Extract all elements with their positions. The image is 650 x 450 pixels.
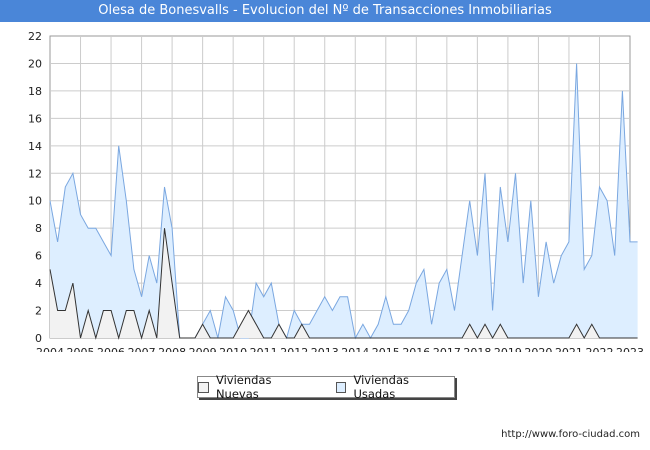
chart-title: Olesa de Bonesvalls - Evolucion del Nº d…: [0, 0, 650, 22]
x-tick-label: 2007: [128, 346, 156, 352]
x-tick-label: 2006: [97, 346, 125, 352]
x-tick-label: 2021: [555, 346, 583, 352]
series-nuevas-area: [50, 228, 638, 338]
x-tick-label: 2014: [341, 346, 369, 352]
y-tick-label: 8: [35, 222, 42, 235]
x-tick-label: 2018: [463, 346, 491, 352]
x-tick-label: 2015: [372, 346, 400, 352]
legend-label-usadas: Viviendas Usadas: [353, 373, 409, 401]
y-tick-label: 16: [28, 112, 42, 125]
series-nuevas-line: [49, 228, 638, 340]
x-tick-label: 2013: [311, 346, 339, 352]
y-tick-label: 4: [35, 277, 42, 290]
legend-item-nuevas: Viviendas Nuevas: [198, 373, 318, 401]
x-tick-label: 2016: [402, 346, 430, 352]
y-tick-label: 18: [28, 85, 42, 98]
y-tick-label: 12: [28, 167, 42, 180]
y-tick-label: 10: [28, 195, 42, 208]
y-tick-label: 6: [35, 250, 42, 263]
x-tick-label: 2017: [433, 346, 461, 352]
footer-url: http://www.foro-ciudad.com: [501, 429, 640, 440]
x-tick-label: 2009: [189, 346, 217, 352]
legend-item-usadas: Viviendas Usadas: [335, 373, 455, 401]
x-tick-label: 2005: [67, 346, 95, 352]
y-tick-label: 2: [35, 305, 42, 318]
legend-swatch-nuevas: [198, 381, 209, 393]
y-tick-label: 14: [28, 140, 42, 153]
y-tick-label: 22: [28, 30, 42, 43]
x-tick-label: 2010: [219, 346, 247, 352]
chart-area: 0246810121416182022200420052006200720082…: [28, 30, 644, 352]
x-tick-label: 2019: [494, 346, 522, 352]
x-tick-label: 2004: [36, 346, 64, 352]
axis-labels: 0246810121416182022200420052006200720082…: [28, 30, 644, 352]
x-tick-label: 2011: [250, 346, 278, 352]
legend: Viviendas Nuevas Viviendas Usadas: [197, 373, 455, 401]
x-tick-label: 2012: [280, 346, 308, 352]
series-usadas-line: [49, 63, 638, 340]
legend-swatch-usadas: [335, 381, 347, 393]
series-layer: [49, 63, 638, 340]
y-tick-label: 20: [28, 57, 42, 70]
y-tick-label: 0: [35, 332, 42, 345]
x-tick-label: 2020: [524, 346, 552, 352]
legend-label-nuevas: Viviendas Nuevas: [215, 373, 272, 401]
x-tick-label: 2008: [158, 346, 186, 352]
x-tick-label: 2023: [616, 346, 644, 352]
